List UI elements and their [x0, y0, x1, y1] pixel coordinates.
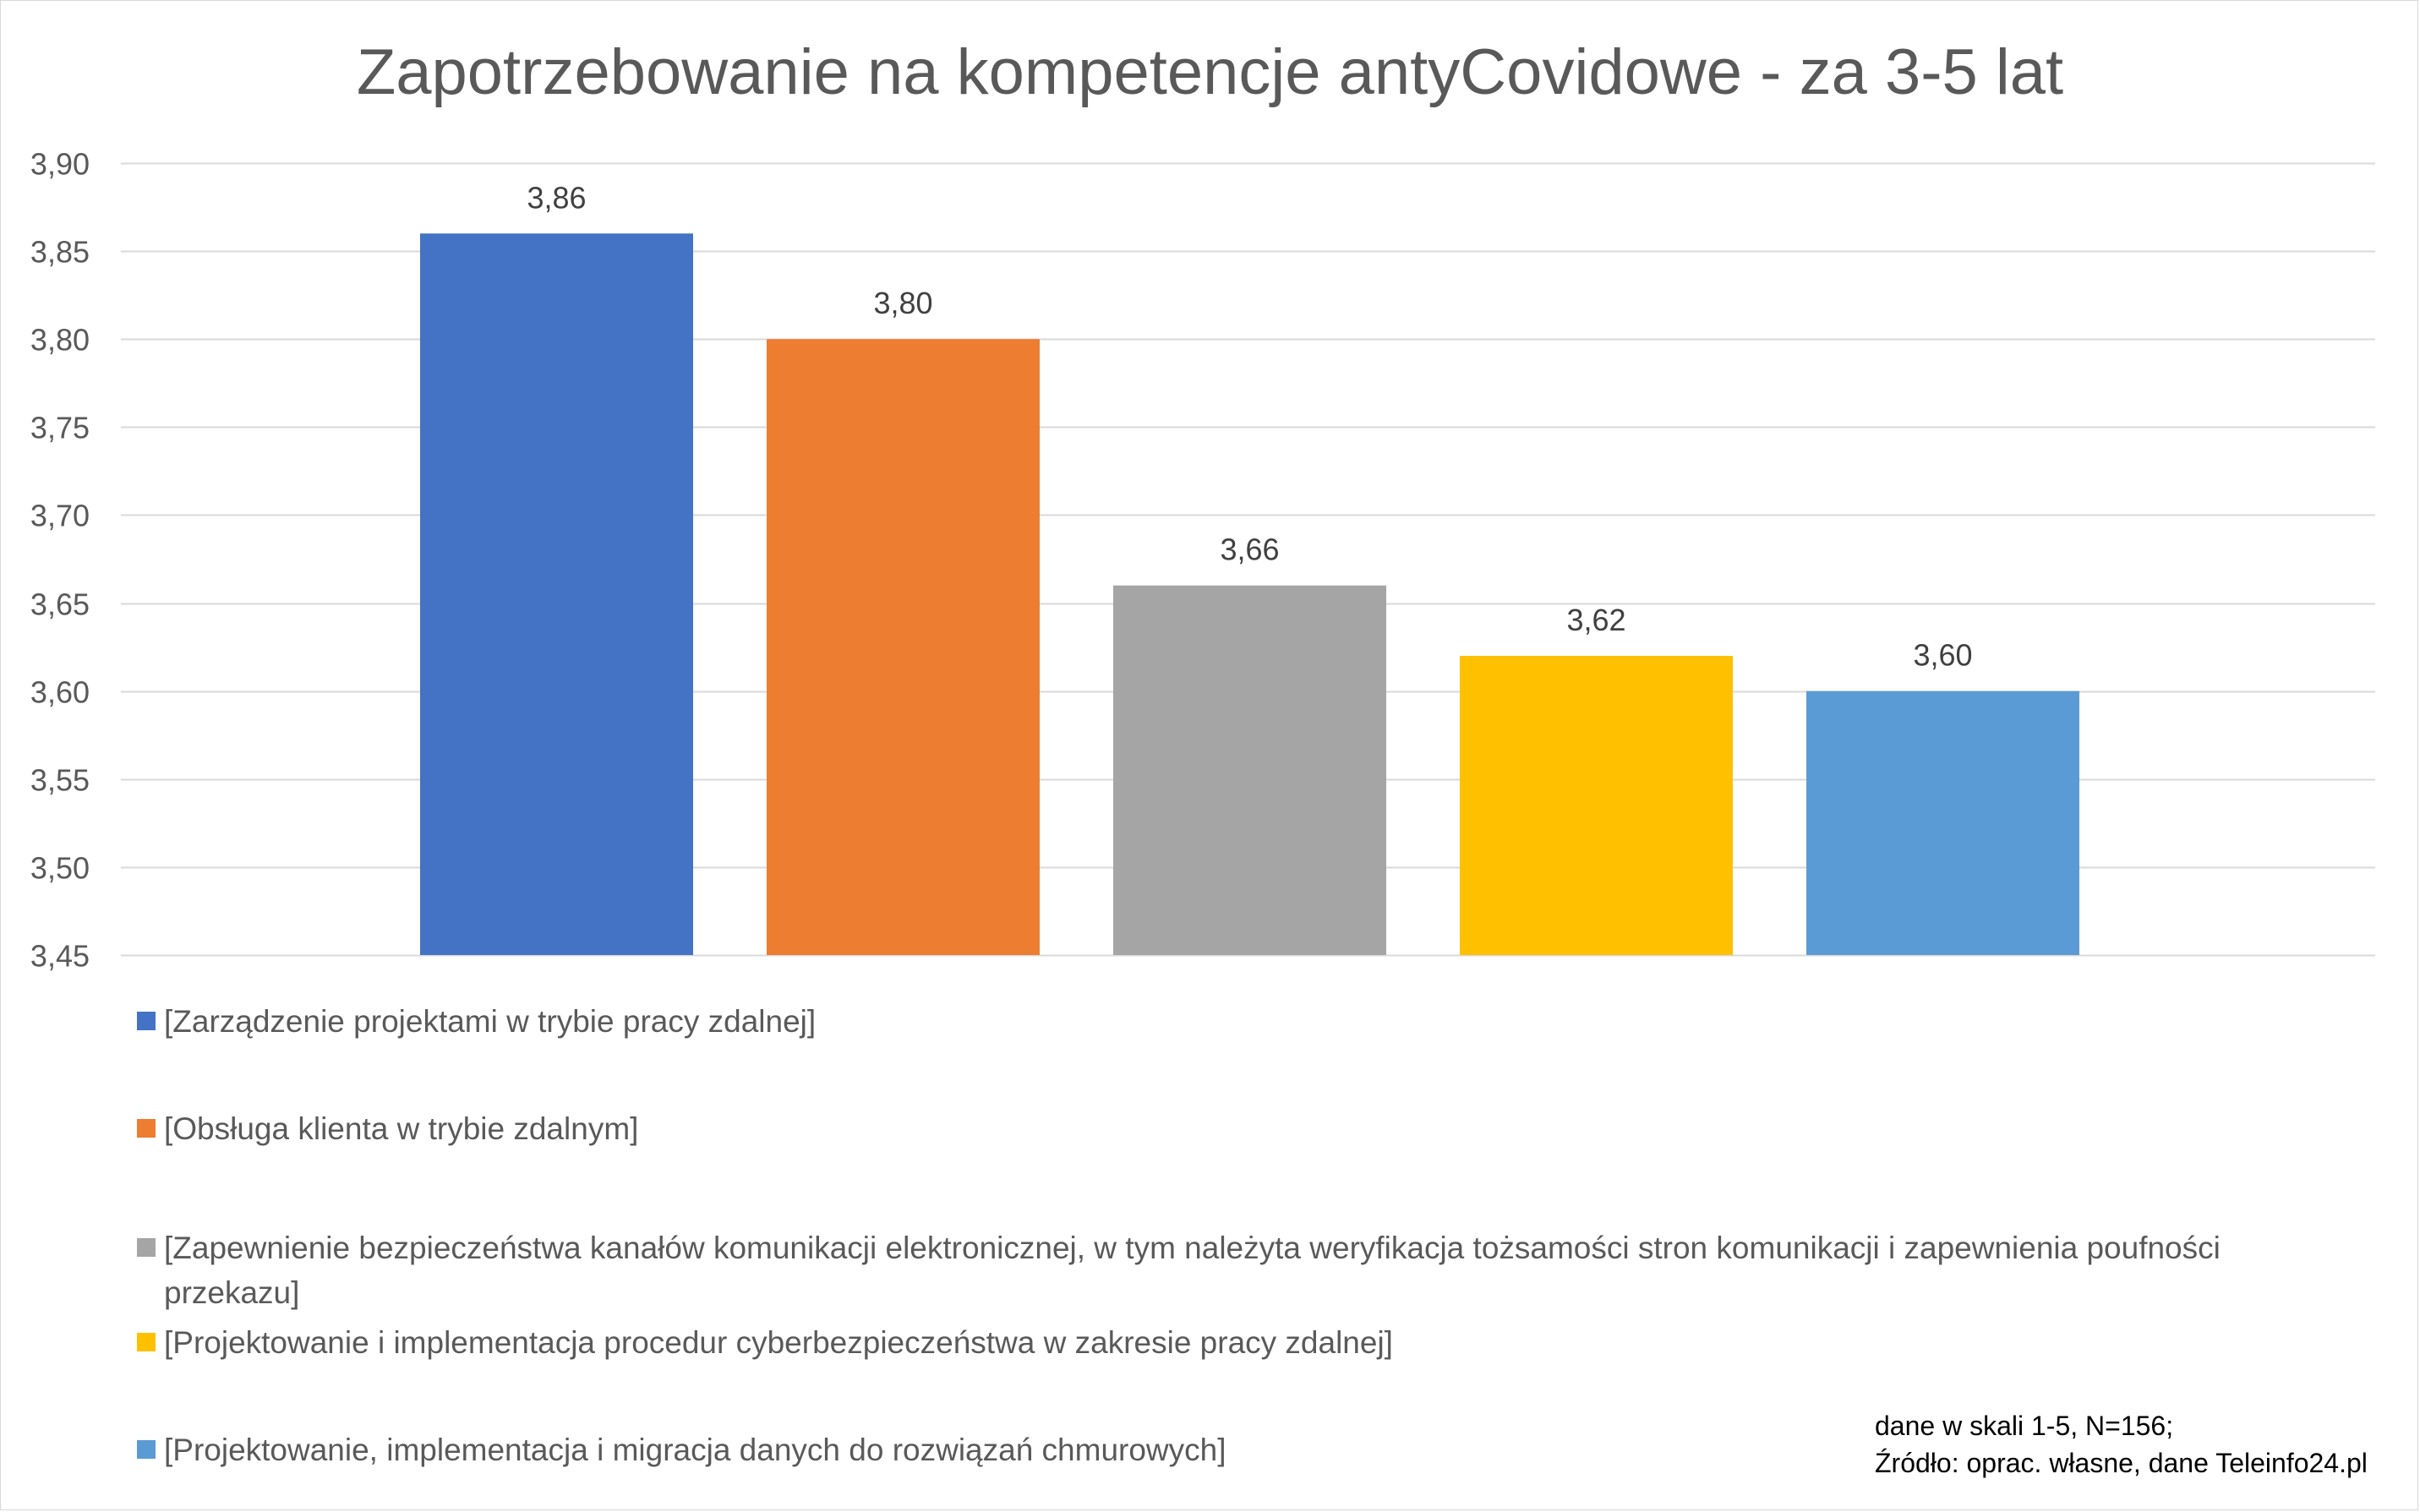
y-tick-label: 3,65: [30, 587, 90, 622]
legend-swatch: [137, 1119, 156, 1138]
y-tick-label: 3,70: [30, 499, 90, 533]
bar-2: [767, 339, 1040, 955]
bar-1: [420, 233, 693, 955]
bar-5: [1806, 690, 2079, 955]
legend-label: [Projektowanie i implementacja procedur …: [164, 1325, 1393, 1360]
legend-swatch: [137, 1440, 156, 1459]
data-label-3: 3,66: [1220, 532, 1279, 567]
legend-label: [Obsługa klienta w trybie zdalnym]: [164, 1111, 639, 1146]
legend-swatch: [137, 1333, 156, 1351]
legend-swatch: [137, 1012, 156, 1030]
y-tick-label: 3,45: [30, 939, 90, 974]
bar-3: [1113, 585, 1386, 955]
data-label-2: 3,80: [873, 286, 932, 320]
y-tick-label: 3,80: [30, 323, 90, 358]
y-tick-label: 3,55: [30, 763, 90, 798]
source-note-line-1: dane w skali 1-5, N=156;: [1875, 1411, 2174, 1441]
source-note-line-2: Źródło: oprac. własne, dane Teleinfo24.p…: [1875, 1448, 2368, 1478]
y-tick-label: 3,60: [30, 675, 90, 710]
legend-label: [Zapewnienie bezpieczeństwa kanałów komu…: [164, 1231, 2221, 1310]
legend-swatch: [137, 1238, 156, 1257]
y-tick-label: 3,85: [30, 235, 90, 270]
source-note: dane w skali 1-5, N=156; Źródło: oprac. …: [1875, 1407, 2368, 1482]
chart-title: Zapotrzebowanie na kompetencje antyCovid…: [356, 36, 2064, 108]
legend-label: [Projektowanie, implementacja i migracja…: [164, 1433, 1226, 1467]
y-tick-label: 3,90: [30, 147, 90, 182]
data-label-4: 3,62: [1566, 603, 1625, 637]
bar-4: [1460, 656, 1733, 955]
legend-label: [Zarządzenie projektami w trybie pracy z…: [164, 1004, 817, 1039]
data-label-1: 3,86: [527, 180, 586, 215]
data-label-5: 3,60: [1913, 638, 1972, 673]
y-tick-label: 3,75: [30, 411, 90, 445]
y-tick-label: 3,50: [30, 851, 90, 886]
